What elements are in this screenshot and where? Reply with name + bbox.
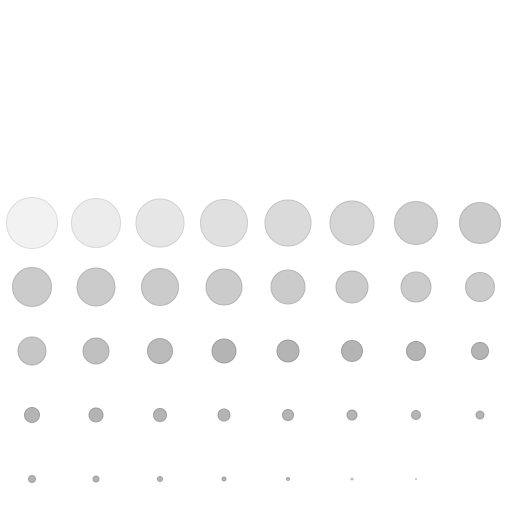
circle-r1-c7	[394, 201, 438, 245]
circle-r4-c7	[411, 410, 421, 420]
circle-r3-c5	[276, 339, 300, 363]
circle-r2-c8	[465, 272, 495, 302]
circle-r2-c1	[12, 267, 52, 307]
circle-r4-c2	[88, 407, 104, 423]
circle-r4-c8	[475, 410, 485, 420]
circle-r1-c3	[135, 198, 185, 248]
circle-r5-c7	[415, 478, 417, 480]
circle-r3-c2	[82, 337, 110, 365]
circle-r1-c1	[6, 197, 58, 249]
circle-r4-c5	[282, 409, 294, 421]
circle-r4-c4	[217, 408, 231, 422]
circle-r5-c5	[286, 477, 290, 481]
circle-r3-c3	[147, 338, 173, 364]
circle-r3-c4	[211, 338, 237, 364]
circle-r3-c7	[406, 341, 426, 361]
circle-r1-c8	[459, 202, 501, 244]
circle-r4-c6	[346, 409, 358, 421]
circle-r2-c4	[205, 268, 243, 306]
circle-r2-c7	[400, 271, 432, 303]
circle-r2-c6	[335, 270, 369, 304]
circle-r1-c2	[71, 198, 121, 248]
circle-r4-c1	[24, 407, 40, 423]
circle-r2-c5	[270, 269, 306, 305]
circle-r3-c6	[341, 340, 363, 362]
circle-r1-c5	[264, 199, 312, 247]
circle-r1-c6	[329, 200, 375, 246]
circle-r2-c2	[76, 267, 116, 307]
circle-r5-c6	[350, 477, 354, 481]
circle-r5-c2	[92, 475, 100, 483]
circle-r5-c3	[157, 476, 163, 482]
circle-r4-c3	[153, 408, 167, 422]
circle-r5-c4	[221, 476, 227, 482]
circle-r5-c1	[28, 475, 36, 483]
circle-r3-c1	[17, 336, 47, 366]
circle-r1-c4	[200, 199, 248, 247]
circle-r2-c3	[141, 268, 179, 306]
circle-r5-c8	[479, 478, 481, 480]
circle-r3-c8	[471, 342, 489, 360]
